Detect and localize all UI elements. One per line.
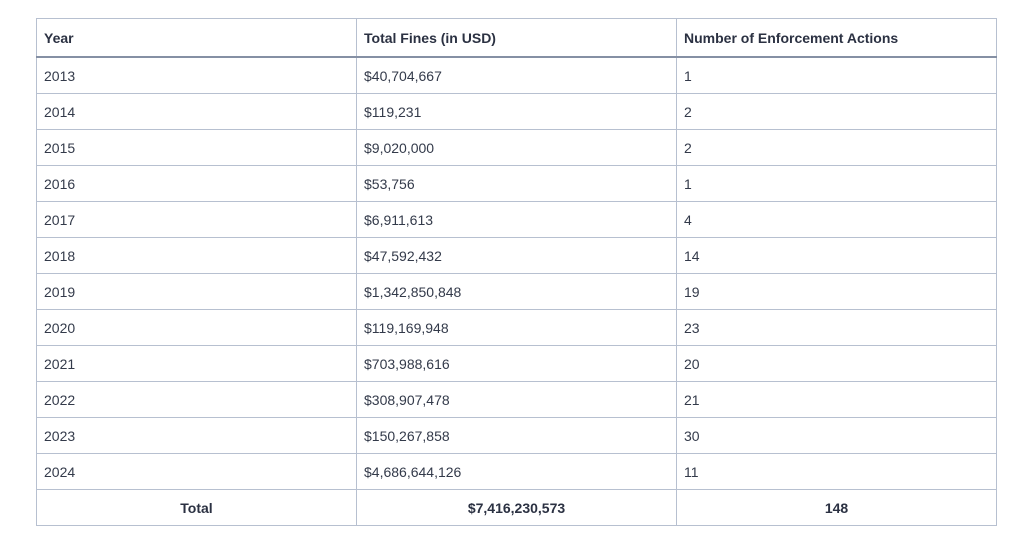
column-header-enforcement-actions: Number of Enforcement Actions (676, 18, 997, 58)
cell-enforcement-actions: 20 (676, 345, 997, 382)
cell-enforcement-actions: 2 (676, 93, 997, 130)
cell-enforcement-actions: 11 (676, 453, 997, 490)
table-row: 2021 $703,988,616 20 (36, 345, 997, 382)
cell-total-fines: $119,169,948 (356, 309, 677, 346)
table-row: 2023 $150,267,858 30 (36, 417, 997, 454)
total-fines-value: $7,416,230,573 (356, 489, 677, 526)
table-row: 2015 $9,020,000 2 (36, 129, 997, 166)
table-row: 2016 $53,756 1 (36, 165, 997, 202)
cell-total-fines: $1,342,850,848 (356, 273, 677, 310)
cell-year: 2021 (36, 345, 357, 382)
cell-total-fines: $53,756 (356, 165, 677, 202)
total-actions-value: 148 (676, 489, 997, 526)
cell-enforcement-actions: 30 (676, 417, 997, 454)
cell-year: 2023 (36, 417, 357, 454)
cell-total-fines: $150,267,858 (356, 417, 677, 454)
table-footer: Total $7,416,230,573 148 (36, 489, 997, 526)
cell-enforcement-actions: 23 (676, 309, 997, 346)
table-row: 2019 $1,342,850,848 19 (36, 273, 997, 310)
cell-year: 2016 (36, 165, 357, 202)
cell-year: 2018 (36, 237, 357, 274)
cell-enforcement-actions: 4 (676, 201, 997, 238)
cell-year: 2024 (36, 453, 357, 490)
cell-total-fines: $6,911,613 (356, 201, 677, 238)
cell-year: 2013 (36, 56, 357, 94)
table-header: Year Total Fines (in USD) Number of Enfo… (36, 18, 997, 58)
table-row: 2018 $47,592,432 14 (36, 237, 997, 274)
cell-total-fines: $40,704,667 (356, 56, 677, 94)
table-row: 2020 $119,169,948 23 (36, 309, 997, 346)
cell-enforcement-actions: 1 (676, 56, 997, 94)
cell-total-fines: $47,592,432 (356, 237, 677, 274)
table-row: 2022 $308,907,478 21 (36, 381, 997, 418)
cell-total-fines: $119,231 (356, 93, 677, 130)
cell-total-fines: $9,020,000 (356, 129, 677, 166)
total-row: Total $7,416,230,573 148 (36, 489, 997, 526)
cell-total-fines: $703,988,616 (356, 345, 677, 382)
cell-enforcement-actions: 19 (676, 273, 997, 310)
cell-enforcement-actions: 14 (676, 237, 997, 274)
header-row: Year Total Fines (in USD) Number of Enfo… (36, 18, 997, 58)
table-row: 2013 $40,704,667 1 (36, 56, 997, 94)
cell-year: 2014 (36, 93, 357, 130)
cell-year: 2020 (36, 309, 357, 346)
cell-year: 2017 (36, 201, 357, 238)
fines-table-container: Year Total Fines (in USD) Number of Enfo… (36, 18, 997, 526)
cell-year: 2015 (36, 129, 357, 166)
table-row: 2017 $6,911,613 4 (36, 201, 997, 238)
table-body: 2013 $40,704,667 1 2014 $119,231 2 2015 … (36, 56, 997, 490)
cell-enforcement-actions: 1 (676, 165, 997, 202)
total-label: Total (36, 489, 357, 526)
column-header-year: Year (36, 18, 357, 58)
cell-year: 2019 (36, 273, 357, 310)
cell-enforcement-actions: 2 (676, 129, 997, 166)
cell-total-fines: $4,686,644,126 (356, 453, 677, 490)
cell-total-fines: $308,907,478 (356, 381, 677, 418)
fines-table: Year Total Fines (in USD) Number of Enfo… (36, 18, 997, 526)
table-row: 2024 $4,686,644,126 11 (36, 453, 997, 490)
table-row: 2014 $119,231 2 (36, 93, 997, 130)
cell-enforcement-actions: 21 (676, 381, 997, 418)
cell-year: 2022 (36, 381, 357, 418)
column-header-total-fines: Total Fines (in USD) (356, 18, 677, 58)
